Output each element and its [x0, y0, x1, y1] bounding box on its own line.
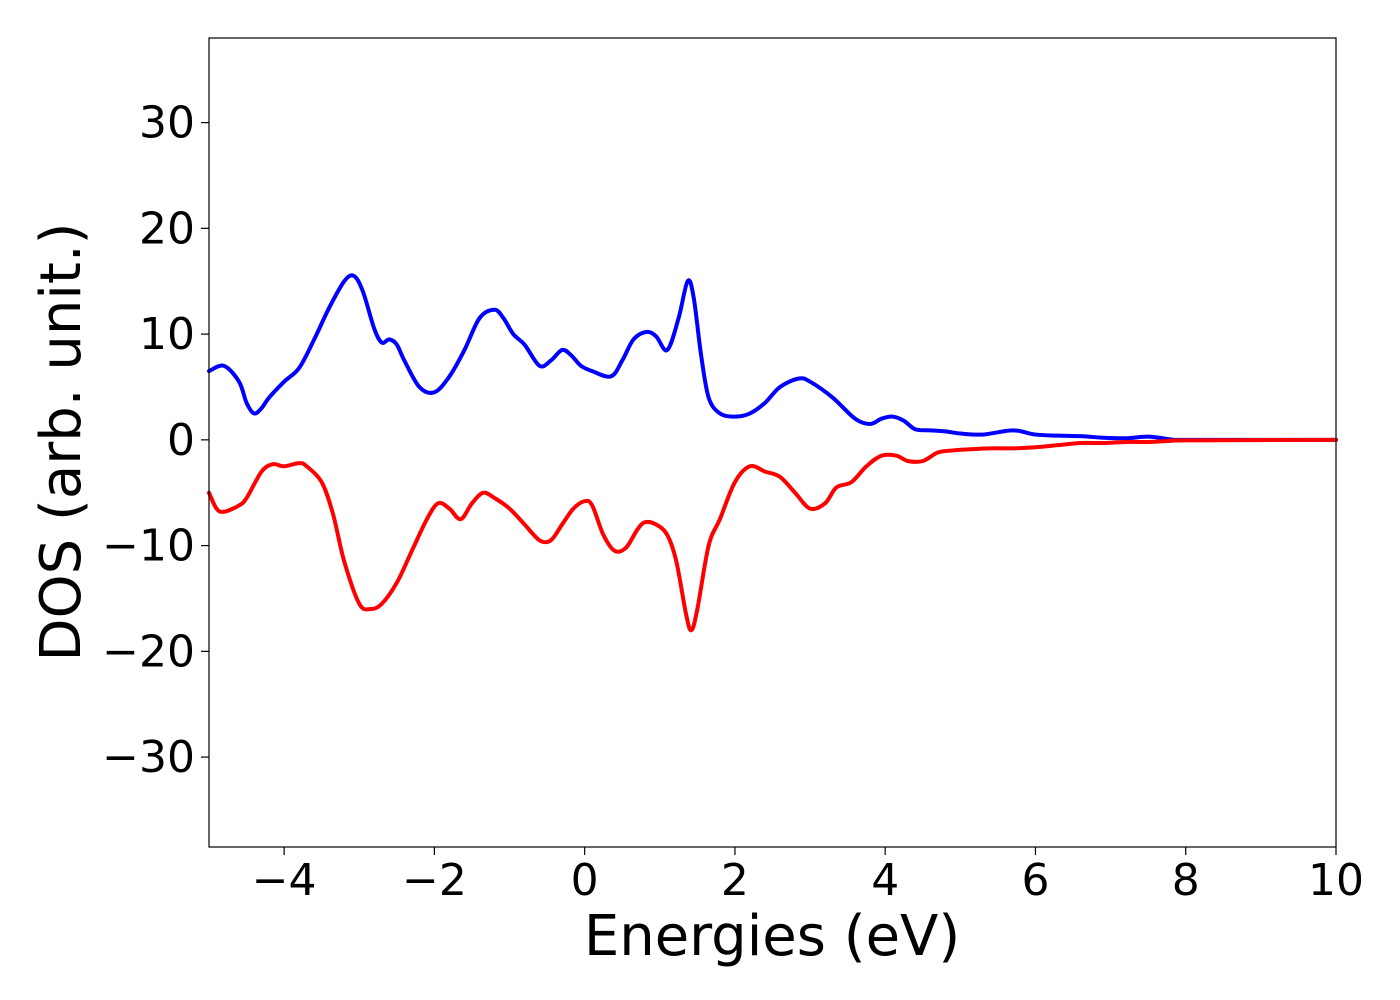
x-axis-ticks: −4 −2 0 2 4 6 8 10 [252, 847, 1364, 906]
y-tick-label: 10 [139, 309, 195, 360]
x-tick-label: 10 [1308, 855, 1364, 906]
y-axis-label: DOS (arb. unit.) [29, 222, 94, 661]
y-tick-label: −20 [102, 626, 195, 677]
x-tick-label: 8 [1172, 855, 1200, 906]
x-tick-label: 2 [721, 855, 749, 906]
series-layer [207, 273, 1338, 633]
x-tick-label: −4 [252, 855, 317, 906]
y-tick-label: −10 [102, 521, 195, 572]
plot-frame [208, 37, 1337, 848]
dos-series-2-line [207, 437, 1338, 633]
dos-series-1-line [207, 273, 1338, 442]
x-tick-label: 6 [1021, 855, 1049, 906]
x-tick-label: −2 [402, 855, 467, 906]
y-tick-label: 20 [139, 203, 195, 254]
y-tick-label: 30 [139, 98, 195, 149]
x-tick-label: 0 [571, 855, 599, 906]
x-tick-label: 4 [871, 855, 899, 906]
y-axis-ticks: 30 20 10 0 −10 −20 −30 [102, 98, 209, 783]
x-axis-label: Energies (eV) [584, 904, 960, 969]
y-tick-label: 0 [167, 415, 195, 466]
y-tick-label: −30 [102, 732, 195, 783]
